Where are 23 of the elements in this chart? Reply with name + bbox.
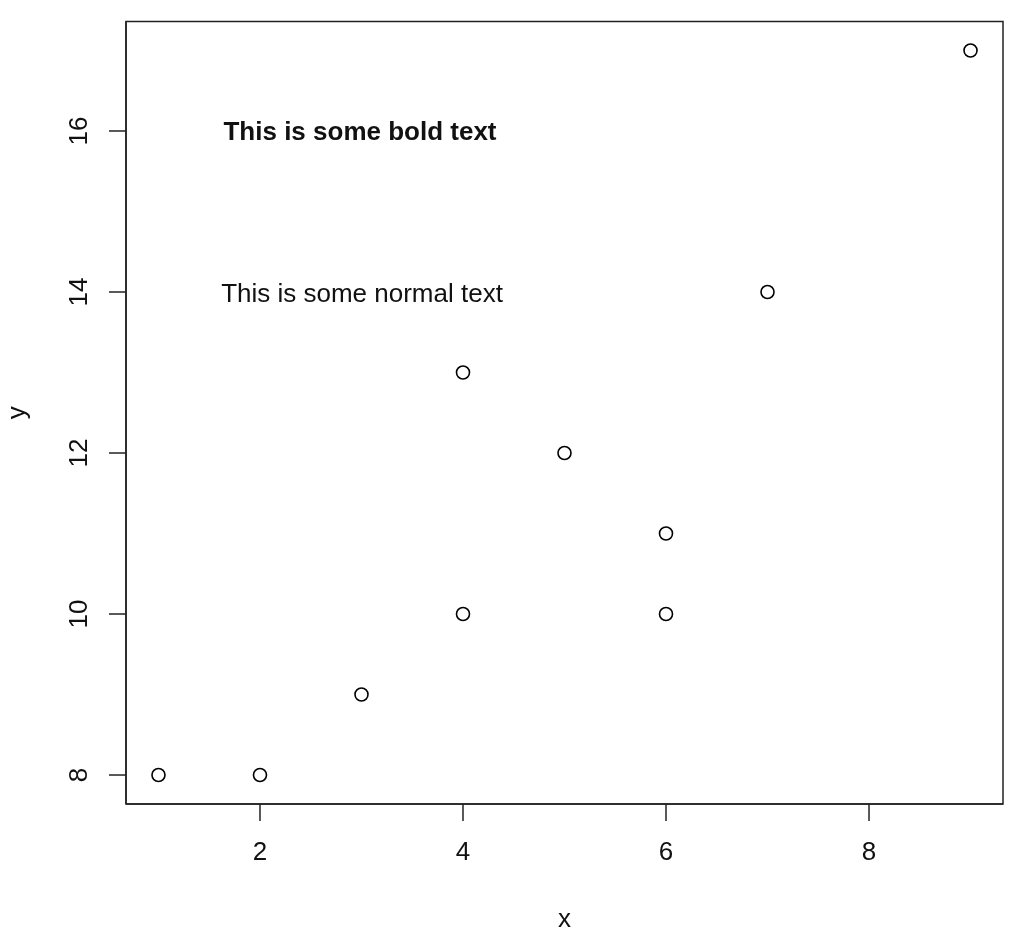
point bbox=[151, 767, 166, 783]
point bbox=[557, 445, 572, 461]
annotation: This is some bold text bbox=[223, 116, 497, 146]
point bbox=[658, 526, 674, 541]
x-axis-title: x bbox=[558, 903, 571, 933]
point bbox=[354, 687, 369, 702]
point bbox=[963, 43, 978, 58]
point bbox=[252, 767, 268, 783]
y-tick-label: 12 bbox=[63, 438, 93, 468]
y-tick-label: 16 bbox=[63, 116, 93, 146]
annotation: This is some normal text bbox=[221, 278, 504, 308]
x-tick-label: 6 bbox=[658, 836, 674, 866]
x-tick-label: 8 bbox=[861, 836, 877, 866]
point bbox=[455, 606, 471, 622]
point bbox=[658, 606, 674, 622]
x-tick-label: 2 bbox=[252, 836, 268, 866]
y-tick-label: 14 bbox=[63, 277, 93, 307]
x-tick-label: 4 bbox=[455, 836, 471, 866]
point bbox=[455, 365, 471, 380]
y-tick-label: 8 bbox=[63, 767, 93, 783]
y-axis-title: y bbox=[1, 406, 31, 420]
point bbox=[760, 284, 775, 300]
y-tick-label: 10 bbox=[63, 599, 93, 629]
